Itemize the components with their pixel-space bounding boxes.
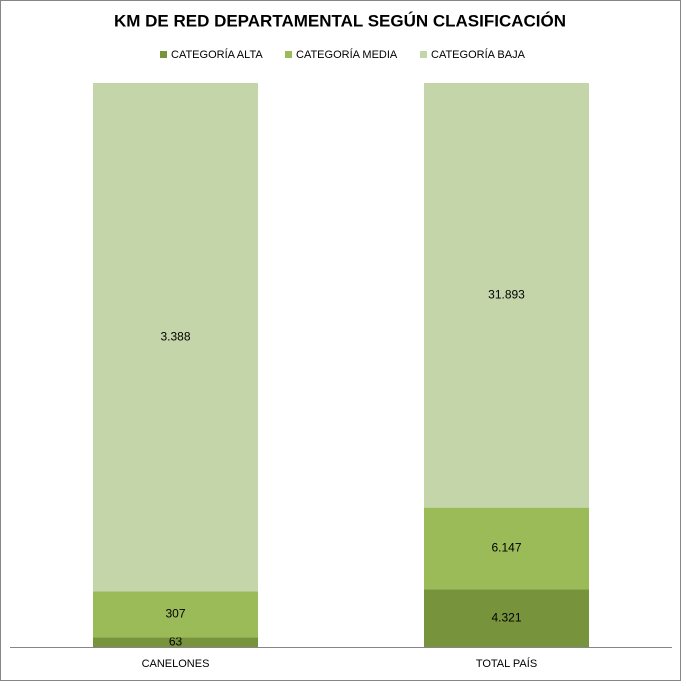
data-label: 63 xyxy=(169,634,183,648)
data-label: 307 xyxy=(165,607,185,621)
x-tick-label: TOTAL PAÍS xyxy=(476,657,537,670)
legend-label: CATEGORÍA ALTA xyxy=(171,48,263,61)
bar-segment xyxy=(93,591,258,638)
chart-title: KM DE RED DEPARTAMENTAL SEGÚN CLASIFICAC… xyxy=(114,11,566,30)
legend-swatch xyxy=(420,51,427,58)
x-tick-label: CANELONES xyxy=(142,658,210,670)
legend-swatch xyxy=(160,51,167,58)
data-label: 6.147 xyxy=(491,541,521,555)
data-label: 31.893 xyxy=(488,287,525,301)
bar-segment xyxy=(424,507,589,590)
bar-segment xyxy=(93,637,258,647)
data-label: 4.321 xyxy=(491,610,521,624)
bar-segment xyxy=(424,83,589,508)
bar-segment xyxy=(93,83,258,592)
bar-segment xyxy=(424,589,589,647)
legend-swatch xyxy=(285,51,292,58)
legend-label: CATEGORÍA BAJA xyxy=(431,48,526,61)
legend-label: CATEGORÍA MEDIA xyxy=(296,48,398,61)
data-label: 3.388 xyxy=(160,329,190,343)
